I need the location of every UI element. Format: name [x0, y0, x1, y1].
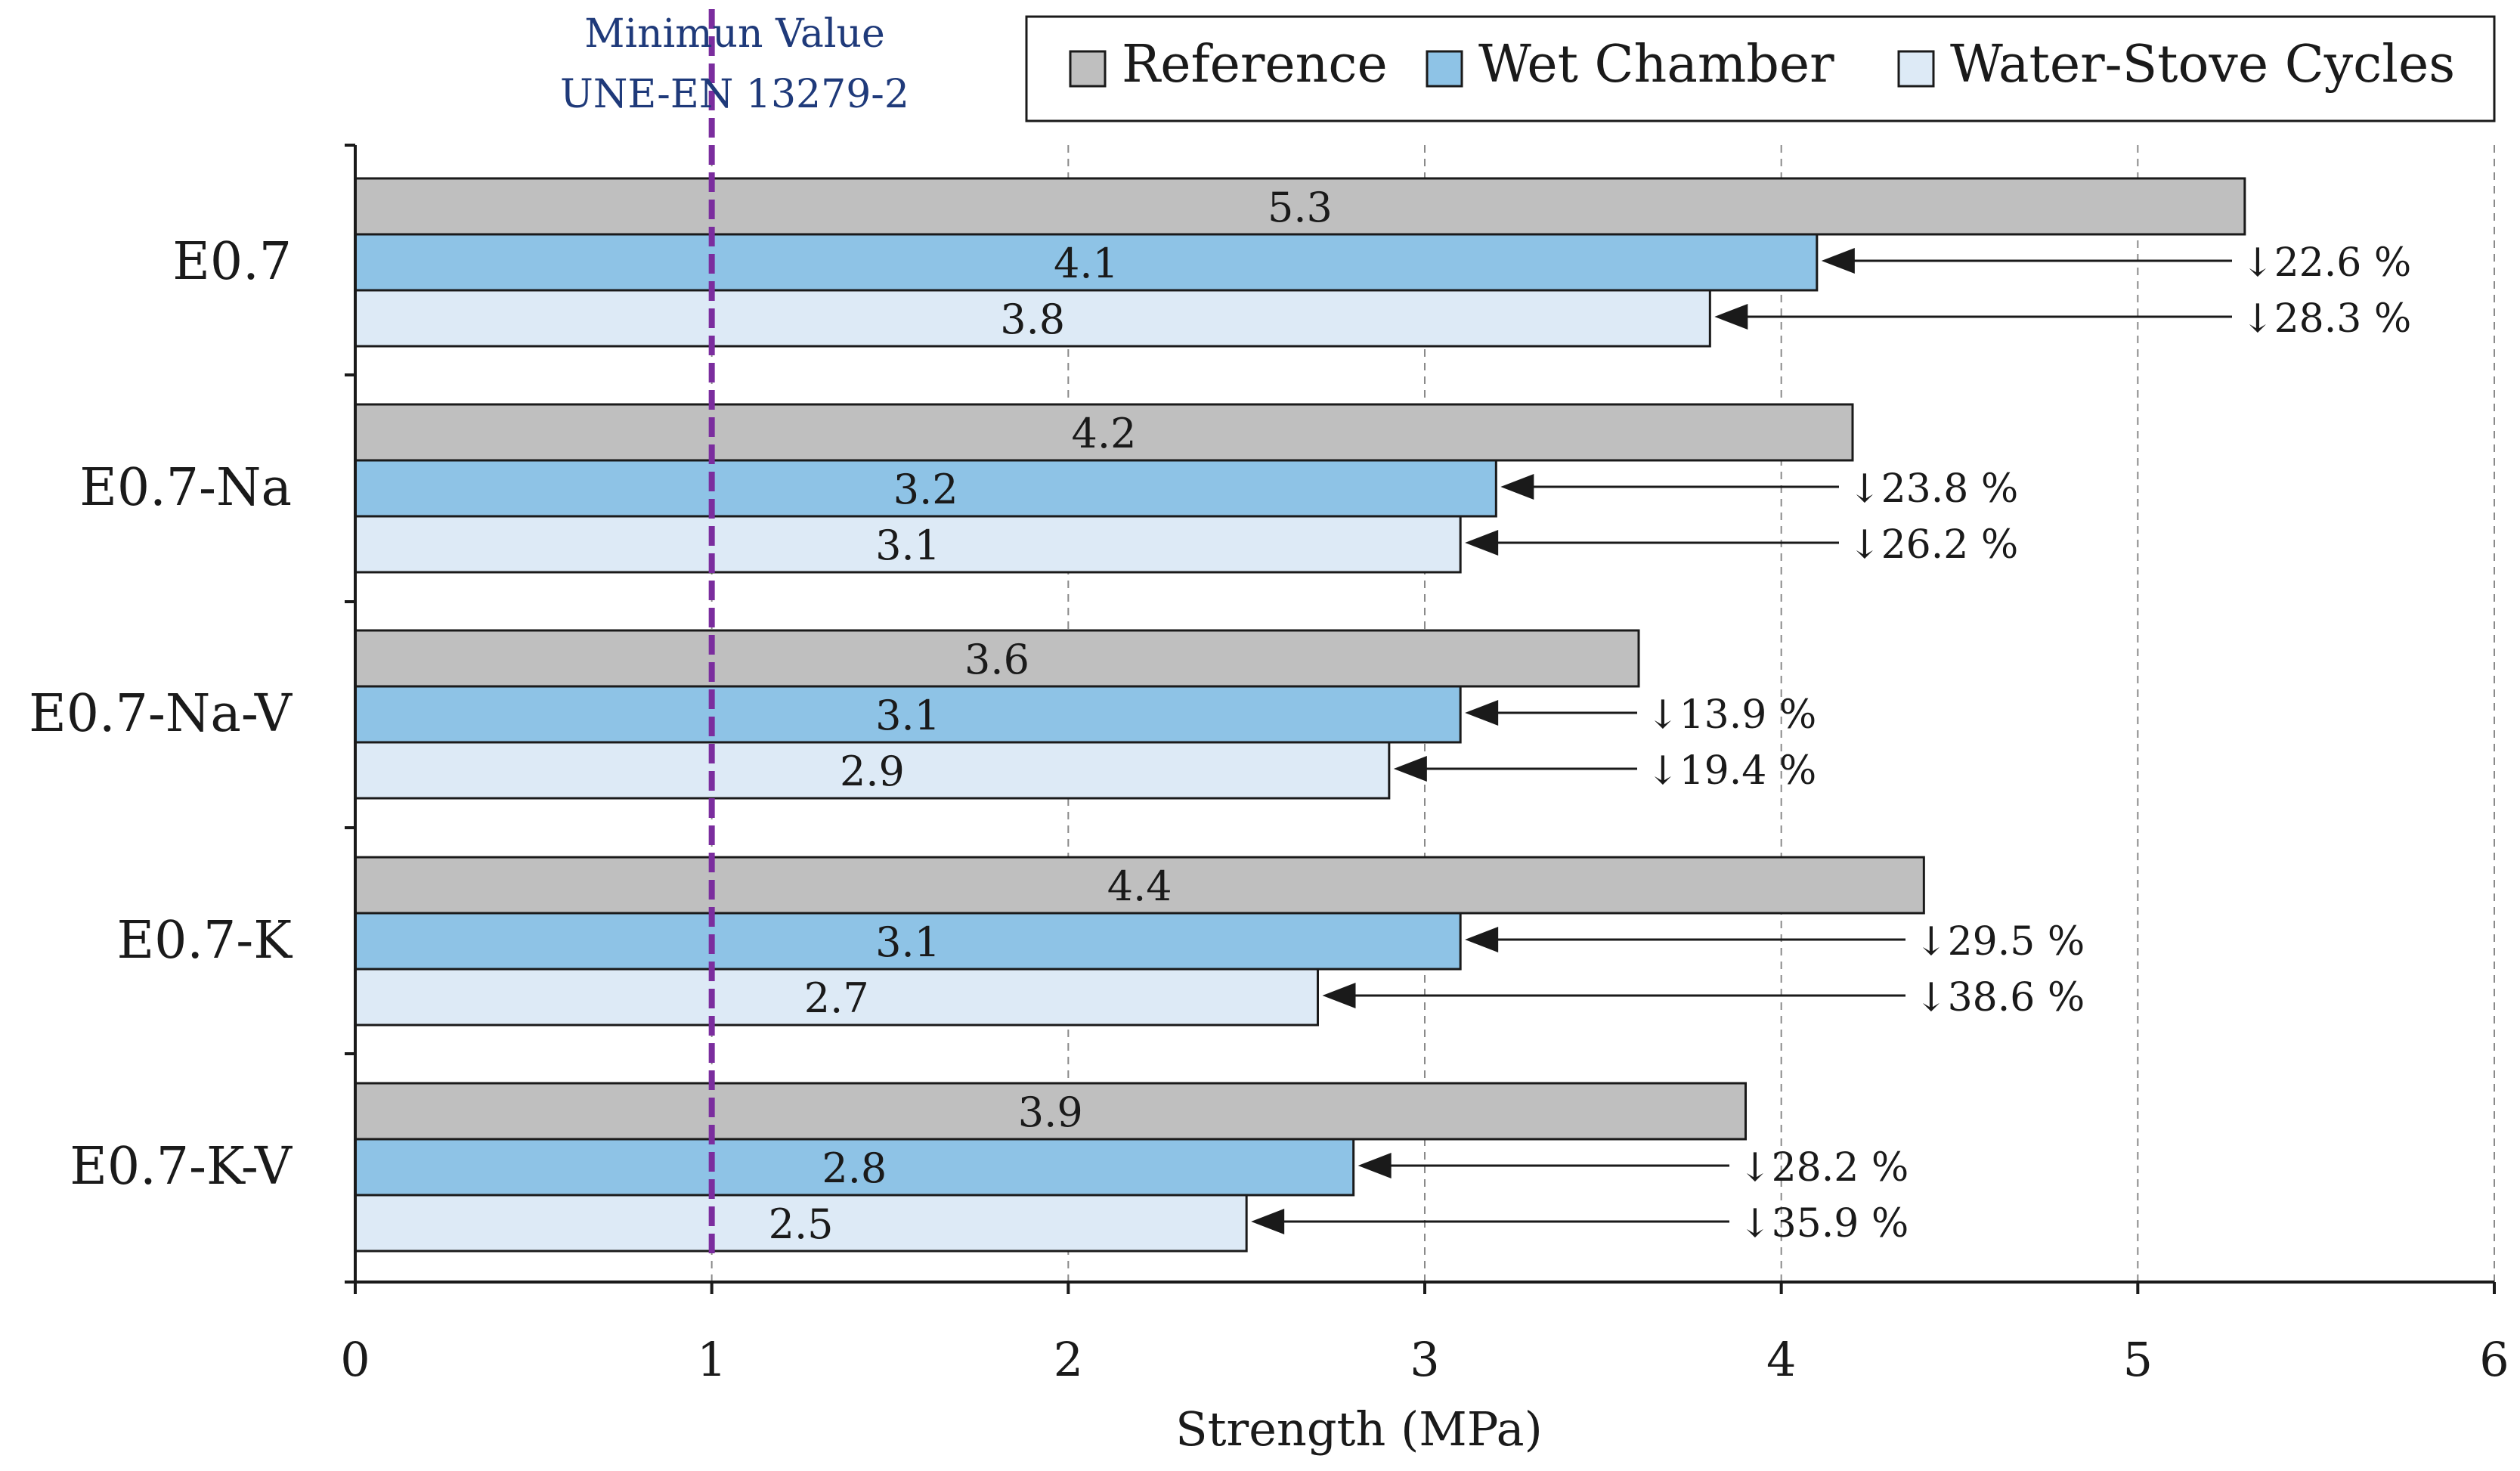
- axes: 0 1 2 3 4 5 6 E0.7 E0.7-Na E0.7-Na-V E0.7-K E0.7-K-…: [29, 144, 2509, 1457]
- legend-swatch-reference: [1069, 50, 1107, 88]
- legend-label-reference: Reference: [1122, 35, 1388, 94]
- category-label: E0.7-K: [116, 911, 293, 971]
- reduction-label-water-stove: ↓26.2 %: [1848, 522, 2018, 568]
- data-label: 3.1: [875, 522, 940, 569]
- legend-label-wet-chamber: Wet Chamber: [1478, 35, 1834, 94]
- category-label: E0.7-K-V: [70, 1137, 293, 1197]
- x-tick-label: 0: [340, 1332, 370, 1387]
- standard-label: UNE-EN 13279-2: [560, 72, 909, 117]
- bar-e07-na-v-reference: [354, 629, 1640, 688]
- data-label: 3.1: [875, 692, 940, 739]
- legend-box: [1025, 15, 2496, 122]
- minimum-value-label: Minimun Value: [584, 11, 885, 57]
- bar-e07-k-water-stove-cycles: [354, 968, 1319, 1027]
- category-label: E0.7-Na-V: [29, 684, 293, 744]
- annotation-arrowhead: [1358, 1153, 1392, 1178]
- annotation-arrowhead: [1393, 756, 1427, 782]
- legend-label-water-stove-cycles: Water-Stove Cycles: [1950, 35, 2455, 94]
- annotation-arrowhead: [1465, 700, 1499, 726]
- x-axis-title: Strength (MPa): [1175, 1401, 1543, 1457]
- reduction-label-wet-chamber: ↓13.9 %: [1646, 692, 1816, 738]
- annotation-arrowhead: [1821, 248, 1855, 274]
- minimum-value-line-group: Minimun Value UNE-EN 13279-2: [560, 9, 909, 1255]
- annotation-arrowhead: [1465, 927, 1499, 952]
- annotation-arrowhead: [1714, 304, 1748, 330]
- bar-e07-na-v-water-stove-cycles: [354, 741, 1391, 800]
- x-tick-label: 5: [2123, 1332, 2153, 1387]
- reduction-label-water-stove: ↓35.9 %: [1738, 1201, 1909, 1246]
- bar-e07-na-reference: [354, 403, 1854, 462]
- reduction-label-wet-chamber: ↓22.6 %: [2241, 240, 2411, 286]
- bar-e07-k-v-water-stove-cycles: [354, 1194, 1248, 1253]
- x-tick-label: 3: [1410, 1332, 1439, 1387]
- data-label: 5.3: [1268, 184, 1333, 231]
- bars: 5.3 4.2 3.6 4.4 3.9 4.1 3.2 3.1 3.1 2.8 3.8 3.1 2.9 2…: [354, 177, 2246, 1253]
- annotation-arrowhead: [1322, 983, 1356, 1008]
- x-tick-label: 2: [1054, 1332, 1083, 1387]
- annotation-arrowhead: [1465, 530, 1499, 556]
- x-tick-label: 6: [2479, 1332, 2509, 1387]
- data-label: 2.8: [822, 1144, 887, 1192]
- data-label: 2.7: [804, 974, 869, 1022]
- data-label: 3.8: [1000, 296, 1065, 343]
- reduction-annotations: ↓22.6 % ↓28.3 % ↓23.8 % ↓26.2 % ↓13.9 % ↓19.4…: [1251, 240, 2411, 1246]
- annotation-arrowhead: [1251, 1209, 1285, 1234]
- reduction-label-wet-chamber: ↓23.8 %: [1848, 466, 2018, 512]
- bar-e07-k-v-wet-chamber: [354, 1138, 1355, 1197]
- reduction-label-water-stove: ↓19.4 %: [1646, 748, 1816, 794]
- data-label: 4.2: [1072, 410, 1137, 457]
- legend-swatch-wet-chamber: [1426, 50, 1463, 88]
- reduction-label-water-stove: ↓38.6 %: [1915, 975, 2085, 1020]
- bar-e07-na-water-stove-cycles: [354, 515, 1462, 574]
- legend: Reference Wet Chamber Water-Stove Cycles: [1025, 15, 2496, 122]
- bar-e07-k-reference: [354, 856, 1925, 915]
- data-label: 3.2: [893, 466, 958, 513]
- data-label: 3.1: [875, 918, 940, 966]
- data-label: 3.6: [964, 636, 1029, 683]
- reduction-label-wet-chamber: ↓28.2 %: [1738, 1145, 1909, 1191]
- reduction-label-wet-chamber: ↓29.5 %: [1915, 919, 2085, 965]
- data-label: 2.5: [769, 1200, 834, 1248]
- x-tick-label: 1: [697, 1332, 726, 1387]
- bar-e07-reference: [354, 177, 2246, 236]
- legend-swatch-water-stove-cycles: [1897, 50, 1935, 88]
- data-label: 3.9: [1018, 1089, 1083, 1136]
- x-tick-label: 4: [1766, 1332, 1796, 1387]
- category-label: E0.7: [172, 232, 292, 292]
- data-label: 2.9: [840, 748, 905, 795]
- data-label: 4.1: [1054, 240, 1119, 287]
- reduction-label-water-stove: ↓28.3 %: [2241, 296, 2411, 342]
- category-label: E0.7-Na: [79, 458, 292, 518]
- data-label: 4.4: [1107, 862, 1172, 910]
- bar-e07-water-stove-cycles: [354, 289, 1711, 348]
- annotation-arrowhead: [1500, 474, 1534, 500]
